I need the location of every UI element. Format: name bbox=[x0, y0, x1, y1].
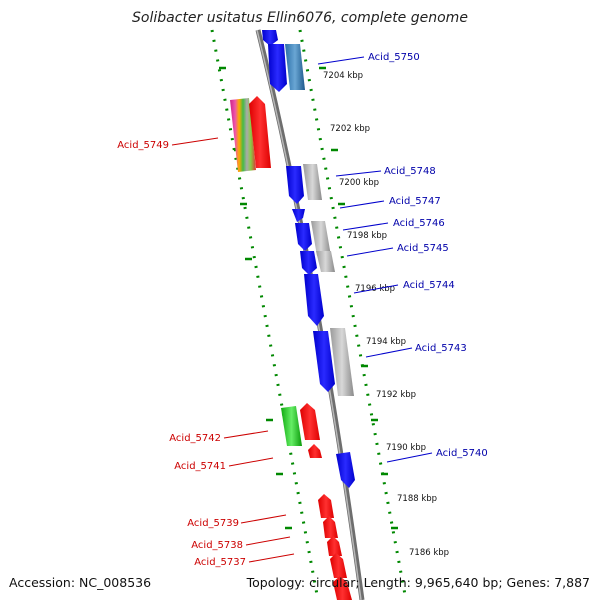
gene-label-acid-5740[interactable]: Acid_5740 bbox=[436, 448, 488, 459]
gene-label-acid-5748[interactable]: Acid_5748 bbox=[384, 166, 436, 177]
gene-arrow[interactable] bbox=[330, 553, 347, 578]
forward-gene-labels: Acid_5750 Acid_5748 Acid_5747 Acid_5746 … bbox=[317, 52, 488, 463]
gene-arrow[interactable] bbox=[323, 516, 338, 538]
gene-block[interactable] bbox=[230, 98, 256, 172]
gene-label-acid-5738[interactable]: Acid_5738 bbox=[191, 540, 243, 551]
gene-block[interactable] bbox=[330, 328, 354, 396]
gene-arrow[interactable] bbox=[249, 96, 271, 168]
gene-arrow[interactable] bbox=[336, 452, 355, 488]
gene-label-acid-5737[interactable]: Acid_5737 bbox=[194, 557, 246, 568]
gene-label-acid-5747[interactable]: Acid_5747 bbox=[389, 196, 441, 207]
gene-arrow[interactable] bbox=[333, 576, 352, 600]
gene-label-acid-5741[interactable]: Acid_5741 bbox=[174, 461, 226, 472]
gene-label-acid-5749[interactable]: Acid_5749 bbox=[117, 140, 169, 151]
gene-label-acid-5745[interactable]: Acid_5745 bbox=[397, 243, 449, 254]
kbp-tick-label: 7190 kbp bbox=[386, 443, 426, 453]
gene-arrow[interactable] bbox=[313, 331, 335, 392]
gene-arrow[interactable] bbox=[318, 494, 334, 518]
gene-arrow[interactable] bbox=[304, 274, 324, 326]
gene-label-acid-5743[interactable]: Acid_5743 bbox=[415, 343, 467, 354]
gene-arrow[interactable] bbox=[300, 251, 317, 275]
gene-label-acid-5739[interactable]: Acid_5739 bbox=[187, 518, 239, 529]
reverse-genes bbox=[230, 96, 352, 600]
gene-label-acid-5742[interactable]: Acid_5742 bbox=[169, 433, 221, 444]
kbp-tick-label: 7192 kbp bbox=[376, 390, 416, 400]
gene-block[interactable] bbox=[285, 44, 305, 90]
kbp-tick-label: 7200 kbp bbox=[339, 178, 379, 188]
kbp-tick-label: 7198 kbp bbox=[347, 231, 387, 241]
accession-text: Accession: NC_008536 bbox=[9, 575, 151, 590]
gene-arrow[interactable] bbox=[268, 44, 287, 92]
gene-arrow[interactable] bbox=[286, 166, 304, 204]
map-title: Solibacter usitatus Ellin6076, complete … bbox=[132, 10, 468, 26]
gene-block[interactable] bbox=[303, 164, 322, 200]
kbp-tick-label: 7204 kbp bbox=[323, 71, 363, 81]
forward-genes bbox=[262, 30, 355, 488]
gene-arrow[interactable] bbox=[292, 209, 305, 222]
gene-label-acid-5746[interactable]: Acid_5746 bbox=[393, 218, 445, 229]
kbp-tick-label: 7202 kbp bbox=[330, 124, 370, 134]
gene-arrow[interactable] bbox=[308, 444, 322, 458]
gene-arrow[interactable] bbox=[300, 403, 320, 440]
gene-block[interactable] bbox=[281, 406, 302, 446]
gene-arrow[interactable] bbox=[262, 30, 278, 46]
kbp-tick-label: 7186 kbp bbox=[409, 548, 449, 558]
gene-block[interactable] bbox=[311, 221, 331, 256]
kbp-tick-label: 7188 kbp bbox=[397, 494, 437, 504]
ruler-major-ticks bbox=[219, 66, 398, 530]
gene-arrow[interactable] bbox=[295, 223, 312, 251]
gene-arrow[interactable] bbox=[327, 536, 342, 556]
kbp-scale: 7204 kbp 7202 kbp 7200 kbp 7198 kbp 7196… bbox=[323, 71, 449, 558]
gene-block[interactable] bbox=[316, 251, 335, 272]
gene-label-acid-5750[interactable]: Acid_5750 bbox=[368, 52, 420, 63]
reverse-gene-labels: Acid_5749 Acid_5742 Acid_5741 Acid_5739 … bbox=[117, 137, 295, 568]
genome-info-text: Topology: circular; Length: 9,965,640 bp… bbox=[246, 575, 590, 590]
gene-label-acid-5744[interactable]: Acid_5744 bbox=[403, 280, 455, 291]
kbp-tick-label: 7194 kbp bbox=[366, 337, 406, 347]
